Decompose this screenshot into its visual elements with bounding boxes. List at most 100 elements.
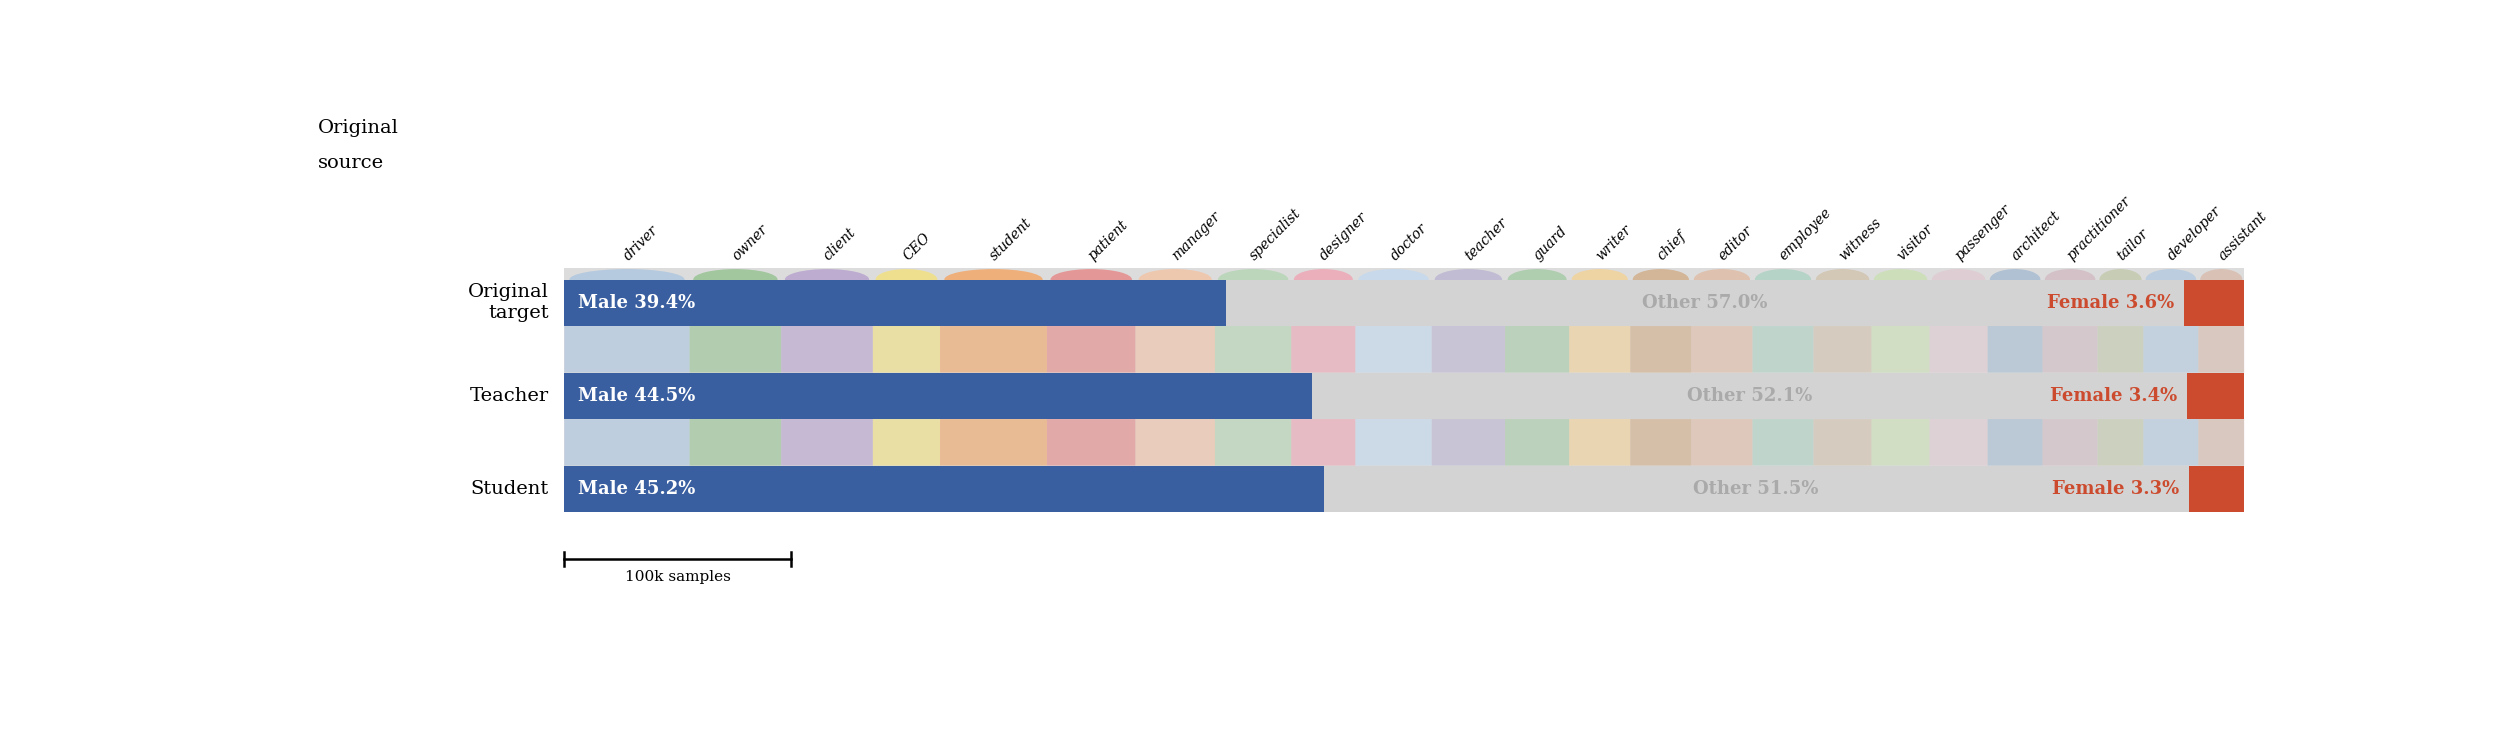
- Text: Original
target: Original target: [468, 283, 550, 322]
- PathPatch shape: [2198, 419, 2245, 466]
- Text: Other 52.1%: Other 52.1%: [1688, 387, 1812, 405]
- PathPatch shape: [1693, 326, 1752, 372]
- Text: developer: developer: [2165, 204, 2225, 263]
- Ellipse shape: [1695, 269, 1750, 290]
- Bar: [2188, 372, 2245, 419]
- PathPatch shape: [1930, 419, 1988, 466]
- PathPatch shape: [1292, 326, 1355, 372]
- Text: practitioner: practitioner: [2065, 194, 2132, 263]
- Text: Female 3.4%: Female 3.4%: [2050, 387, 2178, 405]
- PathPatch shape: [872, 419, 940, 466]
- Text: teacher: teacher: [1462, 215, 1510, 263]
- Text: 100k samples: 100k samples: [625, 570, 730, 584]
- Text: editor: editor: [1715, 223, 1755, 263]
- PathPatch shape: [1355, 419, 1432, 466]
- Text: student: student: [988, 216, 1035, 263]
- PathPatch shape: [1135, 419, 1215, 466]
- PathPatch shape: [565, 326, 690, 372]
- Text: Female 3.3%: Female 3.3%: [2052, 480, 2180, 498]
- Ellipse shape: [945, 269, 1042, 290]
- PathPatch shape: [1630, 419, 1692, 466]
- PathPatch shape: [690, 419, 780, 466]
- PathPatch shape: [1812, 326, 1872, 372]
- Text: visitor: visitor: [1895, 222, 1935, 263]
- PathPatch shape: [1752, 419, 1812, 466]
- Ellipse shape: [1295, 269, 1352, 290]
- PathPatch shape: [2042, 326, 2098, 372]
- Ellipse shape: [2145, 269, 2195, 290]
- PathPatch shape: [1505, 326, 1570, 372]
- Text: Male 39.4%: Male 39.4%: [578, 294, 695, 312]
- Text: witness: witness: [1838, 216, 1885, 263]
- Ellipse shape: [1632, 269, 1690, 290]
- PathPatch shape: [2098, 419, 2142, 466]
- Ellipse shape: [1138, 269, 1212, 290]
- PathPatch shape: [1630, 326, 1692, 372]
- Text: guard: guard: [1530, 224, 1570, 263]
- PathPatch shape: [872, 326, 940, 372]
- PathPatch shape: [2098, 326, 2142, 372]
- PathPatch shape: [1505, 419, 1570, 466]
- PathPatch shape: [780, 326, 872, 372]
- Ellipse shape: [1932, 269, 1985, 290]
- Text: Student: Student: [470, 480, 550, 498]
- PathPatch shape: [1135, 326, 1215, 372]
- Ellipse shape: [2200, 269, 2242, 290]
- Text: doctor: doctor: [1388, 221, 1430, 263]
- PathPatch shape: [1693, 419, 1752, 466]
- Text: Female 3.6%: Female 3.6%: [2047, 294, 2175, 312]
- Text: tailor: tailor: [2115, 226, 2150, 263]
- Ellipse shape: [1358, 269, 1427, 290]
- Text: passenger: passenger: [1952, 202, 2012, 263]
- PathPatch shape: [2042, 419, 2098, 466]
- Text: Teacher: Teacher: [470, 387, 550, 405]
- Text: Original: Original: [318, 119, 400, 137]
- Bar: [565, 279, 1225, 326]
- Text: Other 57.0%: Other 57.0%: [1642, 294, 1767, 312]
- PathPatch shape: [1048, 419, 1135, 466]
- Text: driver: driver: [620, 223, 660, 263]
- Text: employee: employee: [1778, 205, 1835, 263]
- Text: patient: patient: [1085, 218, 1130, 263]
- Bar: [565, 466, 2245, 512]
- PathPatch shape: [1048, 326, 1135, 372]
- Ellipse shape: [1508, 269, 1568, 290]
- Text: client: client: [820, 226, 860, 263]
- PathPatch shape: [780, 419, 872, 466]
- Text: source: source: [318, 154, 385, 172]
- PathPatch shape: [1872, 419, 1930, 466]
- Ellipse shape: [1050, 269, 1132, 290]
- PathPatch shape: [1432, 326, 1505, 372]
- PathPatch shape: [1872, 326, 1930, 372]
- PathPatch shape: [1930, 326, 1988, 372]
- Bar: [565, 372, 1312, 419]
- Bar: [2190, 466, 2245, 512]
- Bar: [565, 279, 2245, 326]
- Text: manager: manager: [1170, 209, 1222, 263]
- Text: Male 45.2%: Male 45.2%: [578, 480, 695, 498]
- Text: specialist: specialist: [1248, 206, 1305, 263]
- PathPatch shape: [1988, 326, 2042, 372]
- Text: Other 51.5%: Other 51.5%: [1693, 480, 1820, 498]
- Ellipse shape: [875, 269, 938, 290]
- PathPatch shape: [1570, 326, 1630, 372]
- PathPatch shape: [1215, 326, 1292, 372]
- Text: designer: designer: [1318, 210, 1370, 263]
- PathPatch shape: [2198, 326, 2245, 372]
- Ellipse shape: [693, 269, 778, 290]
- Ellipse shape: [2045, 269, 2095, 290]
- PathPatch shape: [2142, 419, 2198, 466]
- PathPatch shape: [1355, 326, 1432, 372]
- PathPatch shape: [2142, 326, 2198, 372]
- PathPatch shape: [940, 419, 1048, 466]
- Ellipse shape: [1572, 269, 1628, 290]
- PathPatch shape: [690, 326, 780, 372]
- Text: assistant: assistant: [2215, 209, 2270, 263]
- Ellipse shape: [1815, 269, 1870, 290]
- PathPatch shape: [940, 326, 1048, 372]
- PathPatch shape: [1988, 419, 2042, 466]
- Ellipse shape: [1990, 269, 2040, 290]
- Ellipse shape: [1435, 269, 1502, 290]
- Ellipse shape: [1755, 269, 1810, 290]
- Bar: [2182, 279, 2245, 326]
